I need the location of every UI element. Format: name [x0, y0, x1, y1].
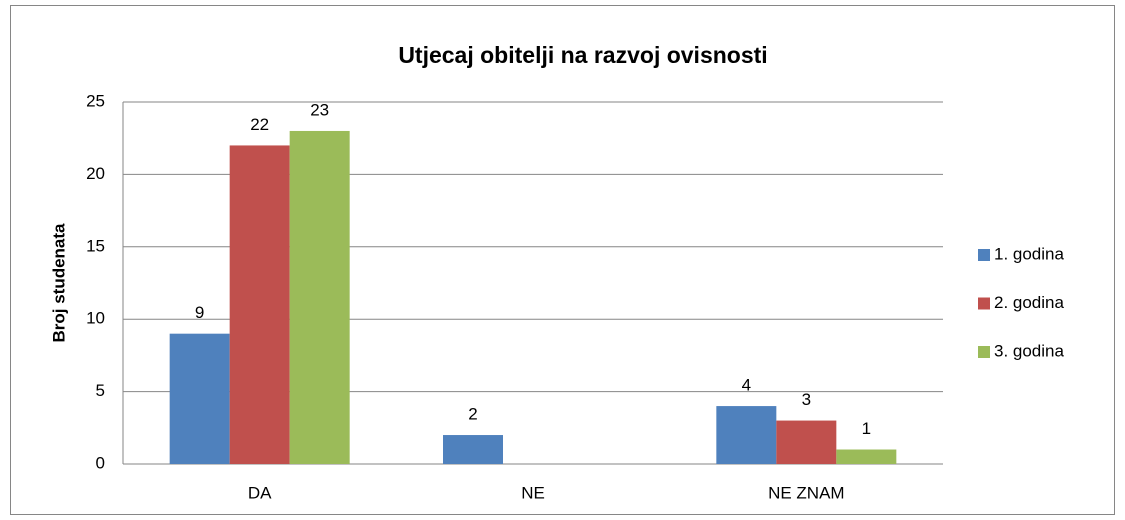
chart-title: Utjecaj obitelji na razvoj ovisnosti [398, 42, 767, 68]
data-label: 3 [802, 390, 811, 409]
data-label: 1 [862, 419, 871, 438]
legend-label: 2. godina [994, 293, 1064, 312]
y-tick-label: 25 [86, 91, 105, 110]
data-label: 22 [250, 115, 269, 134]
bar [776, 420, 837, 464]
y-tick-label: 10 [86, 309, 105, 328]
legend-swatch [978, 249, 990, 261]
y-tick-label: 0 [96, 453, 105, 472]
data-label: 9 [195, 303, 204, 322]
bar [169, 333, 230, 464]
y-tick-label: 20 [86, 164, 105, 183]
bar [836, 449, 897, 464]
x-tick-label: NE ZNAM [768, 483, 845, 502]
legend-label: 3. godina [994, 341, 1064, 360]
bar [289, 130, 350, 464]
y-tick-label: 5 [96, 381, 105, 400]
y-tick-label: 15 [86, 236, 105, 255]
data-label: 23 [310, 100, 329, 119]
legend-swatch [978, 346, 990, 358]
data-label: 4 [742, 376, 751, 395]
x-tick-label: NE [521, 483, 545, 502]
y-axis-label: Broj studenata [49, 223, 68, 343]
x-tick-label: DA [248, 483, 272, 502]
legend-label: 1. godina [994, 244, 1064, 263]
bar [443, 435, 503, 464]
data-label: 2 [468, 405, 477, 424]
bar [716, 406, 777, 464]
legend-swatch [978, 297, 990, 310]
bar [229, 145, 290, 464]
